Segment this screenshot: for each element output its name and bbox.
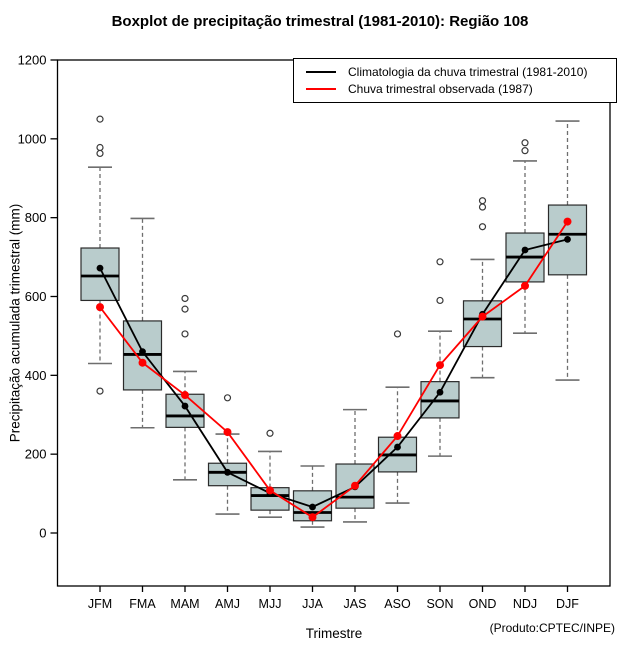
legend-item-label: Chuva trimestral observada (1987) xyxy=(348,82,533,96)
x-tick-label: MJJ xyxy=(259,597,282,611)
x-tick-label: JFM xyxy=(88,597,112,611)
outlier-point xyxy=(96,115,104,123)
climatology-point-SON xyxy=(436,388,444,396)
observed-line-swatch xyxy=(306,88,336,90)
observed-point-OND xyxy=(478,312,487,321)
outlier-point xyxy=(181,305,189,313)
observed-point-NDJ xyxy=(521,281,529,290)
chart-title: Boxplot de precipitação trimestral (1981… xyxy=(111,13,529,30)
legend-item-label: Climatologia da chuva trimestral (1981-2… xyxy=(348,65,588,79)
outlier-point xyxy=(521,139,529,147)
boxplot-AMJ xyxy=(207,394,248,515)
x-tick-label: AMJ xyxy=(215,597,240,611)
observed-point-AMJ xyxy=(223,428,232,437)
y-tick-label: 1000 xyxy=(18,131,47,146)
outlier-point xyxy=(436,258,444,266)
boxplot-OND xyxy=(462,197,503,379)
observed-point-JAS xyxy=(351,481,359,490)
observed-point-JJA xyxy=(308,513,317,522)
observed-point-JFM xyxy=(96,303,104,312)
outlier-point xyxy=(266,429,274,437)
outlier-point xyxy=(96,143,104,152)
observed-line xyxy=(99,221,569,519)
y-tick-label: 0 xyxy=(39,526,46,541)
observed-point-SON xyxy=(436,361,444,370)
x-tick-label: OND xyxy=(469,597,497,611)
observed-point-MAM xyxy=(181,391,189,400)
boxplot-SON xyxy=(420,258,460,457)
observed-point-MJJ xyxy=(266,486,274,495)
outlier-point xyxy=(181,294,189,303)
outlier-point xyxy=(181,330,189,338)
climatology-line-swatch xyxy=(306,71,336,73)
x-tick-label: JJA xyxy=(302,597,324,611)
x-axis-label: Trimestre xyxy=(305,626,363,641)
outlier-point xyxy=(436,296,444,305)
y-tick-label: 600 xyxy=(25,289,47,304)
boxplot-ASO xyxy=(377,330,418,504)
observed-point-DJF xyxy=(563,217,572,226)
y-tick-label: 1200 xyxy=(18,52,47,67)
x-tick-label: JAS xyxy=(344,597,367,611)
outlier-point xyxy=(478,203,487,211)
x-tick-label: MAM xyxy=(170,597,199,611)
outlier-point xyxy=(478,197,487,205)
outlier-point xyxy=(521,147,529,155)
climatology-point-AMJ xyxy=(224,468,231,476)
boxplot-FMA xyxy=(122,217,163,429)
outlier-point xyxy=(96,387,104,395)
y-tick-label: 400 xyxy=(25,368,47,383)
y-tick-label: 800 xyxy=(25,210,47,225)
observed-point-ASO xyxy=(393,432,402,441)
x-tick-label: SON xyxy=(426,597,453,611)
observed-point-FMA xyxy=(138,358,147,367)
outlier-point xyxy=(393,330,402,338)
climatology-point-MAM xyxy=(181,402,189,410)
footer-note: (Produto:CPTEC/INPE) xyxy=(489,621,615,635)
boxplot-NDJ xyxy=(505,139,545,334)
boxplot-MAM xyxy=(165,294,205,481)
outlier-point xyxy=(223,394,232,402)
climatology-point-DJF xyxy=(564,235,571,243)
boxplot-MJJ xyxy=(250,429,290,519)
boxplot-JAS xyxy=(335,408,375,523)
climatology-point-JFM xyxy=(96,264,104,272)
legend-item-observed: Chuva trimestral observada (1987) xyxy=(306,82,616,96)
climatology-point-JJA xyxy=(309,503,316,511)
x-tick-label: FMA xyxy=(129,597,156,611)
legend: Climatologia da chuva trimestral (1981-2… xyxy=(293,58,617,103)
climatology-point-NDJ xyxy=(521,246,529,254)
x-tick-label: DJF xyxy=(556,597,579,611)
iqr-box xyxy=(165,393,205,428)
boxplot-DJF xyxy=(547,120,588,381)
climatology-point-ASO xyxy=(394,443,401,451)
legend-item-climatology: Climatologia da chuva trimestral (1981-2… xyxy=(306,65,616,79)
climatology-line xyxy=(99,238,568,508)
y-tick-label: 200 xyxy=(25,447,47,462)
outlier-point xyxy=(96,149,104,158)
climatology-point-FMA xyxy=(139,348,146,356)
x-tick-label: NDJ xyxy=(513,597,537,611)
boxplot-JFM xyxy=(80,115,120,395)
x-tick-label: ASO xyxy=(384,597,411,611)
outlier-point xyxy=(478,223,487,231)
